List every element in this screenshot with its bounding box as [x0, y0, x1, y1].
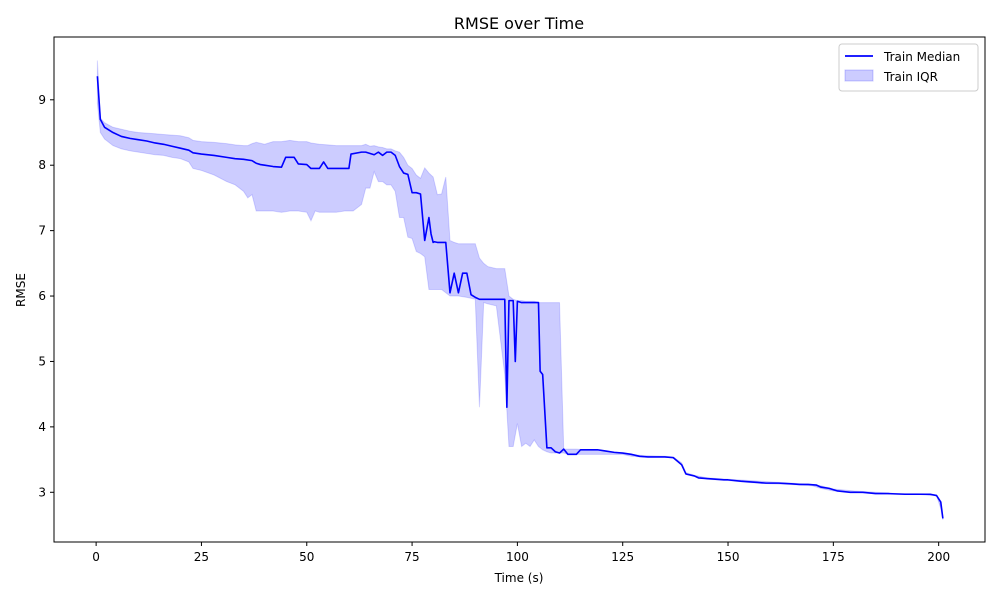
x-tick-label: 150 [717, 550, 740, 564]
x-tick-label: 25 [194, 550, 209, 564]
y-tick-label: 8 [38, 158, 46, 172]
x-tick-label: 200 [927, 550, 950, 564]
x-tick-label: 50 [299, 550, 314, 564]
x-tick-label: 100 [506, 550, 529, 564]
y-tick-label: 7 [38, 224, 46, 238]
y-tick-label: 4 [38, 420, 46, 434]
x-axis-label: Time (s) [494, 571, 544, 585]
chart-title: RMSE over Time [454, 14, 584, 33]
legend-iqr-label: Train IQR [883, 70, 938, 84]
train-median-line [96, 76, 944, 519]
x-axis: 0 25 50 75 100 125 150 175 200 [92, 542, 950, 564]
iqr-band-layer [96, 60, 944, 520]
legend-iqr-swatch [844, 69, 874, 82]
y-axis: 3 4 5 6 7 8 9 [38, 93, 54, 499]
y-tick-label: 5 [38, 354, 46, 368]
x-tick-label: 75 [404, 550, 419, 564]
plot-frame [53, 36, 986, 543]
median-line-layer [96, 76, 944, 519]
y-tick-label: 6 [38, 289, 46, 303]
train-iqr-band [96, 60, 944, 520]
legend-median-label: Train Median [883, 50, 960, 64]
y-axis-label: RMSE [14, 273, 28, 307]
legend-box [838, 43, 979, 92]
plot-area [96, 60, 944, 520]
y-tick-label: 3 [38, 485, 46, 499]
legend: Train Median Train IQR [838, 43, 979, 92]
x-tick-label: 0 [92, 550, 100, 564]
x-tick-label: 125 [611, 550, 634, 564]
x-tick-label: 175 [822, 550, 845, 564]
y-tick-label: 9 [38, 93, 46, 107]
